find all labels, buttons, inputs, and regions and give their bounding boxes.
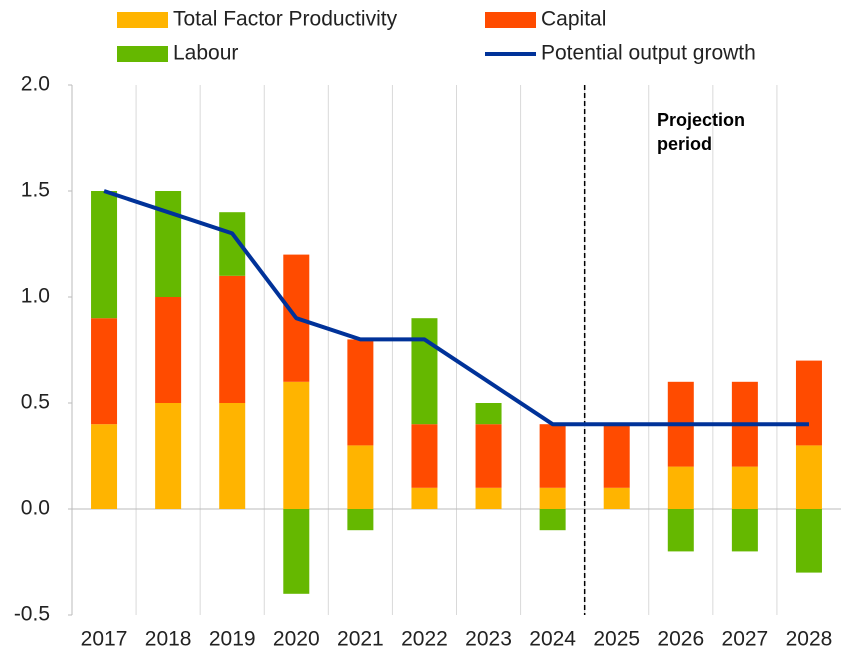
bar-segment: [667, 509, 694, 552]
bar-segment: [283, 509, 310, 594]
x-tick-label: 2025: [593, 628, 640, 651]
bar-segment: [219, 403, 246, 509]
bar-segment: [475, 487, 502, 509]
x-tick-label: 2017: [81, 628, 128, 651]
bar-segment: [91, 191, 118, 319]
bar-segment: [667, 466, 694, 509]
bar-segment: [603, 487, 630, 509]
legend-label: Total Factor Productivity: [173, 8, 398, 31]
x-tick-label: 2018: [145, 628, 192, 651]
y-tick-label: 2.0: [21, 73, 50, 96]
bar-segment: [731, 509, 758, 552]
bar-segment: [475, 424, 502, 488]
bar-segment: [155, 191, 182, 297]
x-tick-label: 2020: [273, 628, 320, 651]
y-tick-label: 1.0: [21, 285, 50, 308]
bar-segment: [91, 318, 118, 425]
bar-segment: [155, 297, 182, 403]
bar-segment: [283, 381, 310, 509]
x-tick-label: 2021: [337, 628, 384, 651]
x-tick-label: 2028: [786, 628, 833, 651]
bar-segment: [91, 424, 118, 509]
x-tick-label: 2023: [465, 628, 512, 651]
bar-segment: [347, 339, 374, 446]
legend-label: Capital: [541, 8, 606, 31]
y-tick-label: 0.0: [21, 497, 50, 520]
y-tick-label: 1.5: [21, 179, 50, 202]
bar-segment: [539, 424, 566, 488]
bar-segment: [155, 403, 182, 509]
legend-swatch: [117, 12, 168, 28]
bar-segment: [475, 403, 502, 425]
legend-label: Labour: [173, 42, 238, 65]
x-tick-label: 2019: [209, 628, 256, 651]
x-tick-label: 2022: [401, 628, 448, 651]
legend-label: Potential output growth: [541, 42, 756, 65]
bar-segment: [795, 360, 822, 446]
annotation-line: period: [657, 134, 712, 154]
y-tick-label: -0.5: [14, 603, 50, 626]
bar-segment: [539, 509, 566, 531]
annotation-line: Projection: [657, 110, 745, 130]
bar-segment: [603, 424, 630, 488]
bar-segment: [539, 487, 566, 509]
bar-segment: [795, 445, 822, 509]
legend-swatch: [485, 12, 536, 28]
y-tick-label: 0.5: [21, 391, 50, 414]
legend-swatch: [117, 46, 168, 62]
bar-segment: [411, 318, 438, 425]
bar-segment: [347, 509, 374, 531]
bar-segment: [411, 424, 438, 488]
bar-segment: [731, 466, 758, 509]
bar-segment: [347, 445, 374, 509]
line: [103, 189, 809, 427]
annotation: Projection period: [657, 110, 745, 154]
bar-segment: [795, 509, 822, 573]
bar-segment: [411, 487, 438, 509]
x-tick-label: 2026: [657, 628, 704, 651]
bar-segment: [219, 275, 246, 403]
x-tick-label: 2027: [722, 628, 769, 651]
x-tick-label: 2024: [529, 628, 576, 651]
